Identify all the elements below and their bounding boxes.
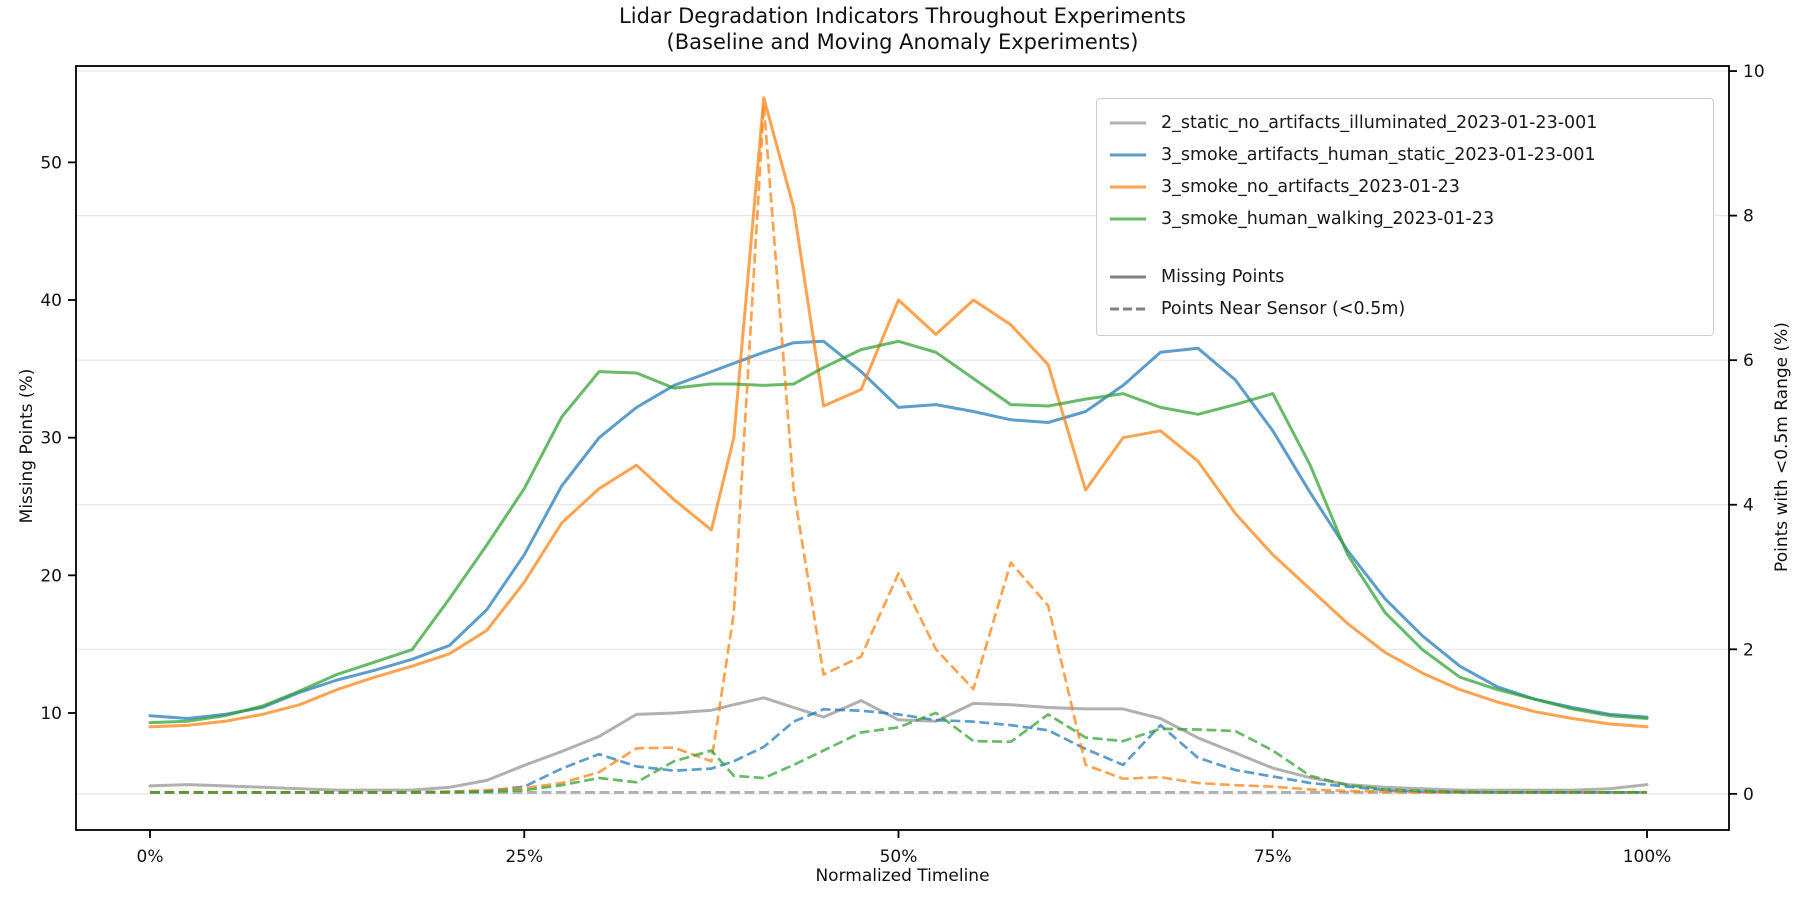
legend-series-label: 2_static_no_artifacts_illuminated_2023-0… [1161,113,1598,133]
x-tick-label: 100% [1623,847,1672,867]
legend-spacer [1109,235,1703,261]
legend: 2_static_no_artifacts_illuminated_2023-0… [1096,98,1714,336]
y-left-tick-label: 50 [40,153,62,173]
series-3-missing-points-line [148,339,1649,725]
y-axis-label-left: Missing Points (%) [17,368,37,524]
series-0-missing-points-line [148,696,1649,792]
legend-dashed-line-sample [1110,307,1146,311]
legend-item-series-2: 3_smoke_no_artifacts_2023-01-23 [1109,171,1703,203]
series-1-near-sensor-line [150,707,1647,794]
legend-series-label: 3_smoke_artifacts_human_static_2023-01-2… [1161,145,1596,165]
y-right-tick-label: 4 [1743,496,1754,516]
x-tick-label: 50% [880,847,918,867]
y-right-tick-label: 8 [1743,207,1754,227]
x-axis-label: Normalized Timeline [815,866,990,886]
y-left-tick-label: 20 [40,566,62,586]
legend-item-series-0: 2_static_no_artifacts_illuminated_2023-0… [1109,107,1703,139]
y-left-tick-label: 10 [40,704,62,724]
chart-title: Lidar Degradation Indicators Throughout … [619,4,1186,28]
legend-solid-line-sample [1110,185,1146,189]
chart-subtitle: (Baseline and Moving Anomaly Experiments… [666,30,1139,54]
x-tick-label: 0% [137,847,164,867]
legend-solid-line-sample [1110,275,1146,279]
legend-series-label: 3_smoke_human_walking_2023-01-23 [1161,209,1495,229]
series-1-missing-points-line [148,339,1649,720]
series-3-near-sensor-line [150,711,1647,794]
y-right-tick-label: 2 [1743,640,1754,660]
y-right-tick-label: 6 [1743,351,1754,371]
y-axis-label-right: Points with <0.5m Range (%) [1772,322,1792,572]
legend-solid-line-sample [1110,121,1146,125]
y-left-tick-label: 30 [40,429,62,449]
legend-solid-line-sample [1110,153,1146,157]
y-right-tick-label: 10 [1743,62,1765,82]
legend-style-label: Points Near Sensor (<0.5m) [1161,299,1406,319]
legend-solid-line-sample [1110,217,1146,221]
y-left-tick-label: 40 [40,291,62,311]
legend-style-item: Missing Points [1109,261,1703,293]
chart-title-block: Lidar Degradation Indicators Throughout … [76,3,1729,55]
legend-style-item: Points Near Sensor (<0.5m) [1109,293,1703,325]
legend-style-label: Missing Points [1161,267,1285,287]
y-right-tick-label: 0 [1743,785,1754,805]
legend-item-series-1: 3_smoke_artifacts_human_static_2023-01-2… [1109,139,1703,171]
x-tick-label: 25% [505,847,543,867]
legend-item-series-3: 3_smoke_human_walking_2023-01-23 [1109,203,1703,235]
x-tick-label: 75% [1254,847,1292,867]
legend-series-label: 3_smoke_no_artifacts_2023-01-23 [1161,177,1460,197]
plot-border [75,65,1730,831]
